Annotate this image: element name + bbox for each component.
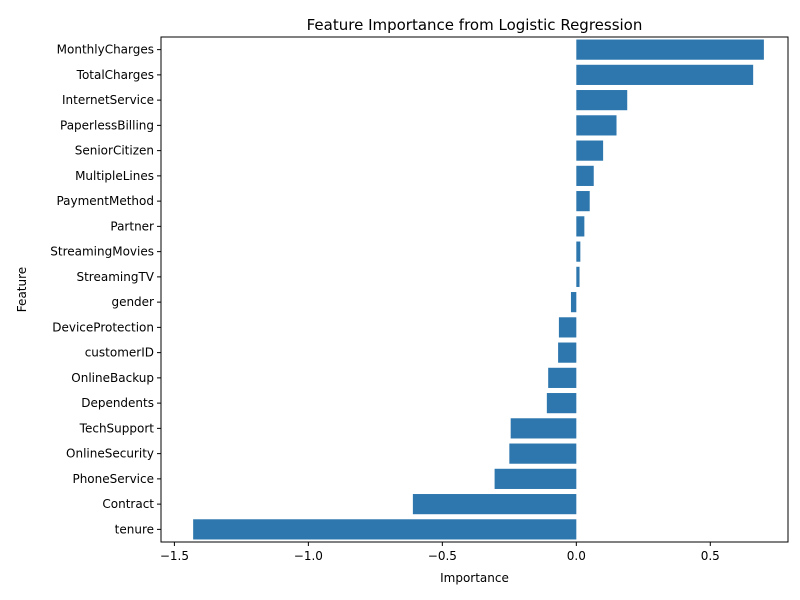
y-tick-label: PaymentMethod	[56, 194, 154, 208]
x-axis-label: Importance	[440, 571, 509, 585]
bar-PaperlessBilling	[576, 115, 617, 136]
bar-PaymentMethod	[576, 191, 590, 212]
y-tick-label: InternetService	[62, 93, 154, 107]
bar-Partner	[576, 216, 585, 237]
y-tick-label: Contract	[102, 497, 154, 511]
y-tick-label: Partner	[110, 219, 154, 233]
bar-Contract	[412, 494, 577, 515]
y-tick-label: TotalCharges	[76, 68, 154, 82]
y-tick-label: MonthlyCharges	[57, 43, 154, 57]
chart-title: Feature Importance from Logistic Regress…	[307, 16, 643, 34]
y-tick-label: DeviceProtection	[52, 320, 154, 334]
bar-customerID	[558, 342, 577, 363]
bars-group	[193, 39, 764, 540]
x-tick-label: 0.5	[701, 549, 720, 563]
bar-SeniorCitizen	[576, 140, 604, 161]
y-tick-label: StreamingTV	[76, 270, 154, 284]
y-tick-label: PaperlessBilling	[60, 118, 154, 132]
y-tick-group: MonthlyCharges TotalCharges InternetServic…	[50, 43, 161, 536]
plot-frame	[160, 36, 789, 543]
bar-TotalCharges	[576, 64, 754, 85]
x-tick-label: 0.0	[567, 549, 586, 563]
y-tick-label: SeniorCitizen	[75, 144, 154, 158]
y-tick-label: OnlineBackup	[71, 371, 154, 385]
x-tick-label: −1.5	[160, 549, 189, 563]
bar-OnlineBackup	[548, 367, 577, 388]
bar-InternetService	[576, 90, 628, 111]
bar-OnlineSecurity	[509, 443, 577, 464]
bar-Dependents	[546, 393, 577, 414]
bar-StreamingTV	[576, 266, 580, 287]
bar-MultipleLines	[576, 165, 594, 186]
y-tick-label: PhoneService	[72, 472, 154, 486]
bar-TechSupport	[510, 418, 577, 439]
y-tick-label: StreamingMovies	[50, 245, 154, 259]
y-tick-label: Dependents	[81, 396, 154, 410]
y-axis-label: Feature	[15, 267, 29, 312]
y-tick-label: customerID	[85, 346, 154, 360]
y-tick-label: OnlineSecurity	[66, 447, 154, 461]
y-tick-label: tenure	[115, 522, 154, 536]
bar-MonthlyCharges	[576, 39, 764, 60]
bar-PhoneService	[494, 468, 577, 489]
bar-DeviceProtection	[558, 317, 577, 338]
y-tick-label: MultipleLines	[75, 169, 154, 183]
bar-tenure	[193, 519, 577, 540]
x-tick-label: −0.5	[428, 549, 457, 563]
bar-gender	[570, 292, 577, 313]
bar-StreamingMovies	[576, 241, 581, 262]
x-tick-group: −1.5 −1.0 −0.5 0.0 0.5	[160, 542, 720, 563]
x-tick-label: −1.0	[294, 549, 323, 563]
y-tick-label: gender	[111, 295, 154, 309]
y-tick-label: TechSupport	[79, 421, 155, 435]
